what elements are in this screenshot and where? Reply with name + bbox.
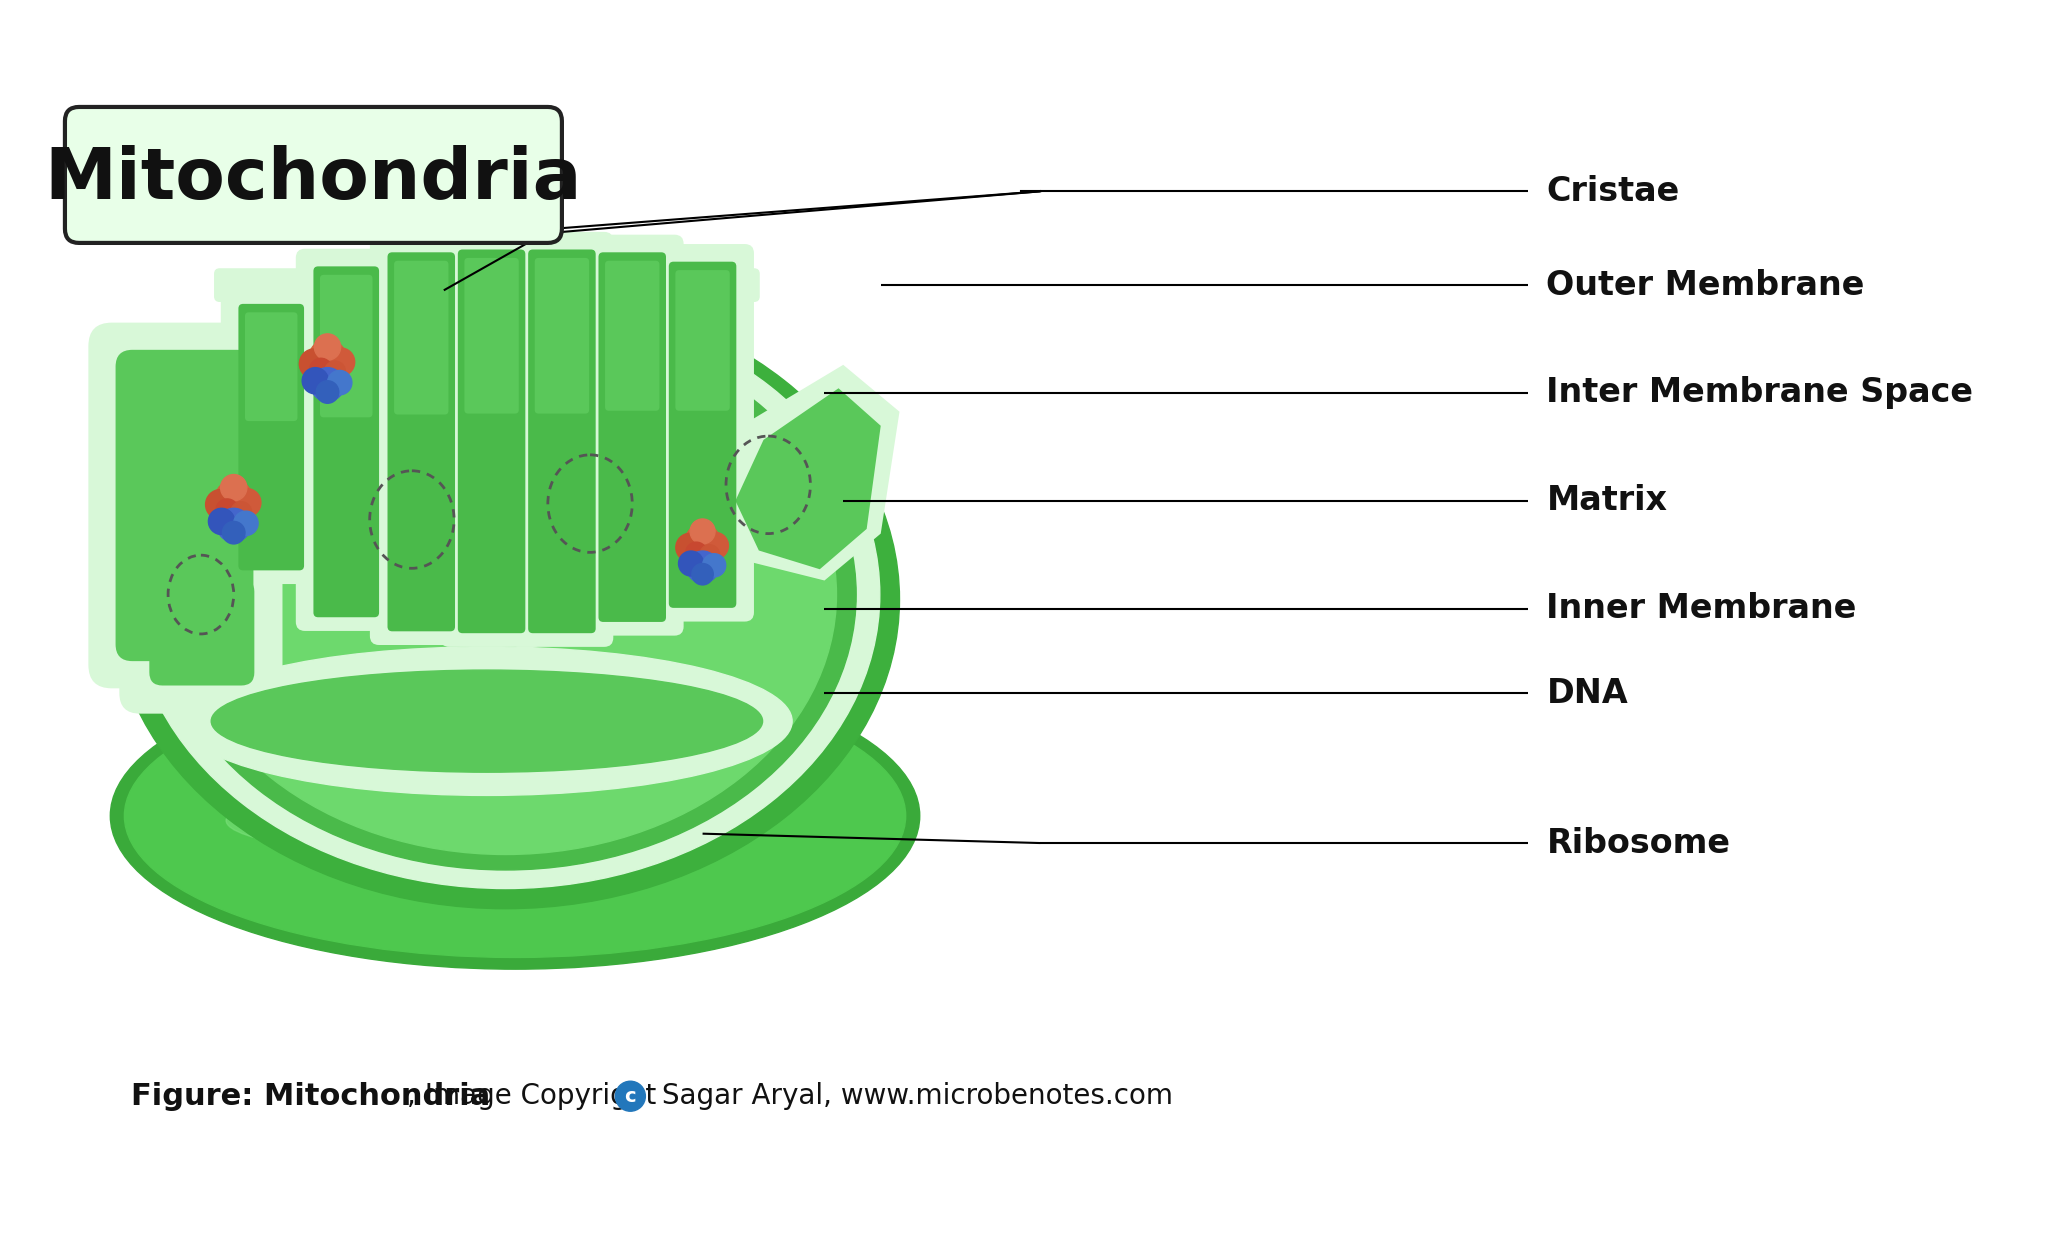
FancyBboxPatch shape [221, 287, 322, 585]
Circle shape [702, 554, 725, 577]
Circle shape [678, 551, 702, 576]
Circle shape [303, 367, 328, 394]
Text: Matrix: Matrix [1546, 485, 1667, 518]
Circle shape [309, 340, 346, 377]
FancyBboxPatch shape [238, 304, 303, 570]
FancyBboxPatch shape [651, 243, 754, 622]
Polygon shape [721, 365, 899, 581]
Text: Cristae: Cristae [1546, 174, 1679, 208]
Text: Inner Membrane: Inner Membrane [1546, 592, 1858, 625]
FancyBboxPatch shape [582, 235, 684, 635]
FancyBboxPatch shape [119, 550, 283, 713]
Circle shape [217, 508, 250, 543]
FancyBboxPatch shape [215, 268, 760, 302]
Circle shape [315, 381, 338, 403]
FancyBboxPatch shape [371, 235, 473, 645]
Circle shape [233, 488, 260, 517]
Text: Outer Membrane: Outer Membrane [1546, 268, 1866, 302]
Text: DNA: DNA [1546, 676, 1628, 709]
Circle shape [233, 512, 258, 535]
Circle shape [215, 480, 252, 518]
Ellipse shape [176, 345, 610, 515]
FancyBboxPatch shape [150, 578, 254, 686]
Polygon shape [735, 388, 881, 570]
Circle shape [313, 334, 340, 360]
FancyBboxPatch shape [465, 258, 518, 414]
Circle shape [614, 1082, 645, 1111]
Circle shape [676, 533, 705, 561]
Circle shape [702, 533, 729, 559]
Circle shape [686, 551, 719, 583]
FancyBboxPatch shape [393, 261, 449, 414]
Ellipse shape [125, 675, 905, 958]
Circle shape [205, 489, 236, 519]
Circle shape [311, 367, 344, 402]
FancyBboxPatch shape [528, 250, 596, 633]
FancyBboxPatch shape [676, 271, 729, 410]
Circle shape [309, 358, 332, 381]
Text: Mitochondria: Mitochondria [45, 145, 582, 214]
Circle shape [326, 361, 346, 382]
FancyBboxPatch shape [66, 108, 561, 243]
Circle shape [326, 349, 354, 376]
Circle shape [690, 519, 715, 544]
FancyBboxPatch shape [313, 267, 379, 617]
Text: Figure: Mitochondria: Figure: Mitochondria [131, 1082, 489, 1111]
Text: , Image Copyright: , Image Copyright [408, 1083, 657, 1110]
Ellipse shape [225, 782, 766, 859]
FancyBboxPatch shape [246, 313, 297, 421]
Text: Sagar Aryal, www.microbenotes.com: Sagar Aryal, www.microbenotes.com [653, 1083, 1174, 1110]
FancyBboxPatch shape [604, 261, 659, 410]
Circle shape [684, 524, 721, 560]
Text: c: c [625, 1086, 637, 1106]
Circle shape [692, 564, 713, 585]
Circle shape [215, 499, 238, 522]
FancyBboxPatch shape [115, 350, 254, 661]
Circle shape [209, 508, 236, 534]
Text: Inter Membrane Space: Inter Membrane Space [1546, 377, 1974, 409]
Ellipse shape [211, 670, 762, 772]
FancyBboxPatch shape [535, 258, 590, 414]
Ellipse shape [131, 300, 881, 889]
Ellipse shape [113, 289, 899, 908]
Circle shape [686, 543, 707, 564]
Circle shape [299, 349, 330, 379]
FancyBboxPatch shape [387, 252, 455, 632]
FancyBboxPatch shape [510, 232, 612, 646]
Ellipse shape [111, 662, 920, 969]
Ellipse shape [174, 335, 836, 854]
FancyBboxPatch shape [295, 248, 397, 630]
FancyBboxPatch shape [440, 232, 543, 646]
Circle shape [700, 545, 719, 565]
Ellipse shape [156, 319, 856, 870]
Ellipse shape [182, 646, 793, 796]
FancyBboxPatch shape [88, 323, 281, 688]
Circle shape [231, 502, 252, 523]
Circle shape [223, 522, 246, 544]
FancyBboxPatch shape [670, 262, 737, 608]
FancyBboxPatch shape [459, 250, 526, 633]
FancyBboxPatch shape [598, 252, 666, 622]
Circle shape [328, 371, 352, 394]
Circle shape [221, 475, 248, 501]
Text: Ribosome: Ribosome [1546, 827, 1731, 859]
FancyBboxPatch shape [319, 274, 373, 418]
